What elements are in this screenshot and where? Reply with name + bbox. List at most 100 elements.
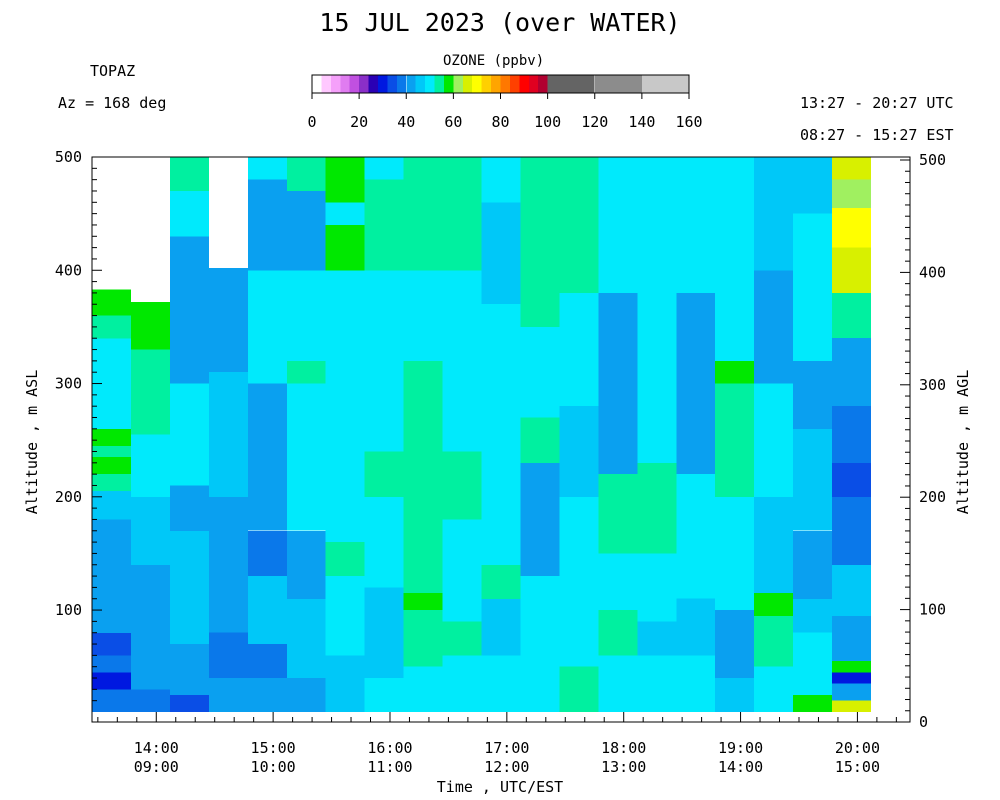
heatmap-cell (754, 615, 794, 667)
y-tick-label-left: 400 (55, 261, 82, 279)
heatmap-cell (403, 593, 443, 611)
azimuth-label: Az = 168 deg (58, 94, 167, 112)
heatmap-cell (169, 644, 209, 695)
y-tick-label-right: 200 (919, 488, 946, 506)
heatmap-cell (247, 157, 287, 180)
colorbar-tick-label: 20 (350, 113, 368, 131)
heatmap-cell (247, 428, 287, 531)
heatmap-cell (169, 157, 209, 191)
heatmap-cell (403, 360, 443, 497)
heatmap-cell (208, 576, 248, 633)
heatmap-cell (637, 462, 677, 554)
x-tick-label-est: 12:00 (484, 758, 529, 776)
heatmap-cell (754, 157, 794, 271)
heatmap-cell (481, 655, 521, 712)
plot-frame (91, 156, 911, 723)
colorbar-tick-label: 60 (444, 113, 462, 131)
heatmap-cell (364, 678, 404, 712)
heatmap-cell (715, 678, 755, 712)
colorbar-tick-label: 140 (628, 113, 655, 131)
heatmap-cell (598, 655, 638, 712)
heatmap-cell (559, 292, 599, 407)
heatmap-cell (92, 491, 131, 520)
heatmap-cell (598, 610, 638, 656)
colorbar: 0 20 40 60 80 100 120 140 160 (307, 74, 703, 131)
heatmap-cell (169, 383, 209, 486)
heatmap-cell (676, 292, 716, 373)
y-tick-label-right: 100 (919, 601, 946, 619)
x-tick-label-est: 14:00 (718, 758, 763, 776)
heatmap-cell (715, 360, 755, 384)
x-tick-label-est: 15:00 (835, 758, 880, 776)
heatmap-cell (754, 383, 794, 497)
x-tick-label-utc: 20:00 (835, 739, 880, 757)
heatmap-cell (754, 666, 794, 712)
colorbar-swatch (462, 75, 473, 93)
heatmap-cell (208, 268, 248, 373)
heatmap-cell (208, 372, 248, 497)
colorbar-tick-label: 100 (534, 113, 561, 131)
heatmap-cell (520, 417, 560, 463)
heatmap-cell (131, 655, 170, 690)
colorbar-tick-label: 80 (491, 113, 509, 131)
heatmap-cell (676, 157, 716, 293)
heatmap-cell (442, 519, 482, 622)
chart-title: 15 JUL 2023 (over WATER) (319, 8, 681, 37)
colorbar-swatch (387, 75, 397, 93)
heatmap-cell (403, 610, 443, 667)
heatmap-cell (832, 672, 872, 684)
heatmap-cell (92, 457, 131, 475)
heatmap-cell (286, 530, 326, 599)
heatmap-cell (715, 157, 755, 225)
colorbar-swatch (396, 75, 407, 93)
heatmap-cells (92, 157, 872, 712)
colorbar-tick-label: 160 (675, 113, 702, 131)
heatmap-cell (92, 655, 131, 673)
colorbar-swatch (547, 75, 595, 93)
heatmap-cell (169, 236, 209, 384)
heatmap-cell (793, 157, 833, 214)
colorbar-swatch (321, 75, 331, 93)
colorbar-tick-label: 40 (397, 113, 415, 131)
heatmap-cell (793, 360, 833, 429)
heatmap-cell (92, 445, 131, 458)
heatmap-cell (325, 225, 365, 271)
heatmap-cell (131, 434, 170, 497)
heatmap-cell (131, 496, 170, 565)
heatmap-cell (208, 496, 248, 577)
heatmap-cell (793, 695, 833, 712)
heatmap-cell (442, 655, 482, 712)
colorbar-swatch (368, 75, 378, 93)
heatmap-cell (169, 695, 209, 712)
heatmap-cell (442, 621, 482, 656)
heatmap-cell (92, 632, 131, 656)
heatmap-cell (325, 542, 365, 577)
colorbar-swatch (509, 75, 520, 93)
y-tick-label-left: 300 (55, 375, 82, 393)
y-tick-label-right: 500 (919, 151, 946, 169)
heatmap-cell (364, 451, 404, 497)
colorbar-swatch (481, 75, 491, 93)
colorbar-swatch (359, 75, 369, 93)
heatmap-cell (520, 655, 560, 712)
colorbar-swatch (425, 75, 435, 93)
heatmap-cell (793, 428, 833, 531)
heatmap-cell (637, 553, 677, 622)
colorbar-swatch (406, 75, 416, 93)
x-tick-label-est: 11:00 (367, 758, 412, 776)
heatmap-cell (832, 615, 872, 661)
colorbar-swatch (641, 75, 689, 93)
heatmap-cell (208, 678, 248, 712)
heatmap-cell (131, 564, 170, 656)
heatmap-cell (364, 587, 404, 678)
heatmap-cell (92, 689, 131, 712)
heatmap-cell (325, 157, 365, 203)
heatmap-cell (520, 576, 560, 656)
heatmap-cell (520, 326, 560, 418)
x-tick-label-est: 09:00 (134, 758, 179, 776)
heatmap-cell (131, 689, 170, 712)
heatmap-cell (754, 496, 794, 594)
heatmap-cell (286, 157, 326, 191)
colorbar-swatch (443, 75, 454, 93)
heatmap-cell (832, 157, 872, 180)
